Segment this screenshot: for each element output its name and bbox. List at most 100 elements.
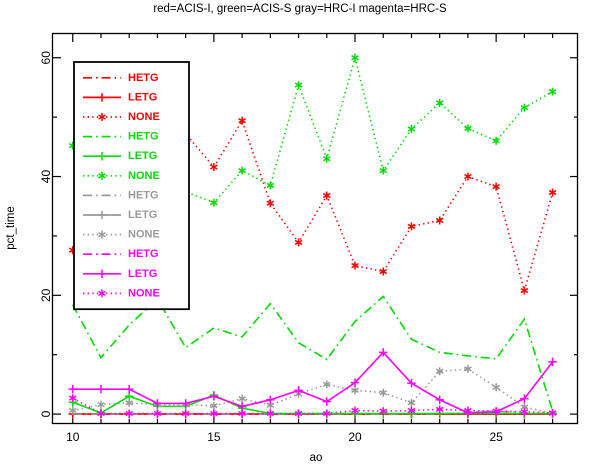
data-point-marker bbox=[322, 154, 331, 163]
data-point-marker bbox=[98, 230, 106, 239]
data-point-marker bbox=[520, 407, 529, 416]
legend-item-letg-10[interactable]: LETG bbox=[83, 268, 157, 280]
data-point-marker bbox=[464, 124, 472, 133]
data-point-marker bbox=[379, 407, 388, 416]
legend-item-hetg-0[interactable]: HETG bbox=[83, 72, 159, 84]
y-tick-label: 0 bbox=[39, 410, 53, 417]
data-point-marker bbox=[153, 409, 162, 418]
data-point-marker bbox=[237, 402, 247, 411]
legend-label: LETG bbox=[128, 150, 157, 162]
data-point-marker bbox=[266, 199, 275, 208]
data-point-marker bbox=[379, 166, 388, 175]
data-point-marker bbox=[294, 409, 303, 418]
legend-item-hetg-9[interactable]: HETG bbox=[83, 248, 159, 260]
data-point-marker bbox=[520, 103, 529, 112]
legend-item-letg-7[interactable]: LETG bbox=[83, 209, 157, 221]
x-tick-label: 20 bbox=[348, 430, 362, 444]
data-point-marker bbox=[520, 394, 529, 403]
data-point-marker bbox=[463, 408, 473, 418]
data-point-marker bbox=[238, 394, 246, 403]
data-point-marker bbox=[98, 289, 106, 298]
data-point-marker bbox=[351, 261, 359, 270]
data-point-marker bbox=[322, 191, 331, 200]
legend-box bbox=[73, 61, 190, 311]
data-point-marker bbox=[435, 395, 444, 405]
data-point-marker bbox=[294, 238, 303, 247]
data-point-marker bbox=[96, 384, 106, 394]
data-point-marker bbox=[407, 398, 416, 407]
series-line bbox=[72, 118, 554, 294]
x-tick-label: 10 bbox=[66, 430, 80, 444]
data-point-marker bbox=[210, 409, 218, 418]
data-point-marker bbox=[379, 267, 388, 276]
data-point-marker bbox=[548, 357, 557, 367]
legend-item-hetg-3[interactable]: HETG bbox=[83, 131, 159, 143]
legend-item-hetg-6[interactable]: HETG bbox=[83, 189, 159, 201]
data-point-marker bbox=[407, 379, 416, 388]
chart-title: red=ACIS-I, green=ACIS-S gray=HRC-I mage… bbox=[153, 3, 447, 15]
series-hrc-i-none bbox=[68, 364, 557, 418]
data-point-marker bbox=[407, 406, 416, 415]
legend-item-letg-4[interactable]: LETG bbox=[83, 150, 157, 162]
data-point-marker bbox=[266, 181, 275, 190]
data-point-marker bbox=[98, 113, 106, 121]
data-point-marker bbox=[379, 388, 388, 397]
legend-item-none-8[interactable]: NONE bbox=[83, 229, 160, 241]
data-point-marker bbox=[125, 409, 134, 418]
data-point-marker bbox=[322, 397, 331, 406]
legend-label: HETG bbox=[128, 189, 159, 201]
x-tick-label: 25 bbox=[489, 430, 503, 444]
legend-item-none-5[interactable]: NONE bbox=[83, 170, 160, 182]
series-line bbox=[72, 368, 553, 415]
series-hrc-s-none bbox=[68, 394, 557, 418]
y-tick-label: 40 bbox=[39, 170, 53, 184]
plot-frame bbox=[51, 32, 579, 425]
data-point-marker bbox=[153, 399, 162, 408]
series-hrc-s-letg bbox=[68, 348, 557, 418]
data-point-marker bbox=[238, 409, 246, 418]
data-point-marker bbox=[548, 408, 557, 417]
data-point-marker bbox=[379, 348, 388, 357]
data-point-marker bbox=[97, 210, 107, 220]
legend-label: NONE bbox=[128, 229, 160, 241]
legend-item-letg-1[interactable]: LETG bbox=[83, 91, 157, 103]
data-point-marker bbox=[435, 216, 444, 225]
data-point-marker bbox=[548, 87, 557, 96]
data-point-marker bbox=[238, 116, 246, 125]
data-point-marker bbox=[294, 386, 303, 395]
data-point-marker bbox=[68, 406, 77, 415]
legend-label: HETG bbox=[128, 131, 159, 143]
data-point-marker bbox=[322, 409, 331, 418]
data-point-marker bbox=[125, 384, 134, 394]
legend-item-none-11[interactable]: NONE bbox=[83, 287, 160, 299]
data-point-marker bbox=[491, 407, 501, 416]
data-point-marker bbox=[209, 392, 219, 401]
data-point-marker bbox=[97, 93, 107, 102]
x-axis-label: ao bbox=[310, 452, 323, 464]
data-series-group bbox=[68, 53, 557, 419]
data-point-marker bbox=[210, 198, 218, 207]
data-point-marker bbox=[97, 409, 105, 418]
data-point-marker bbox=[492, 383, 500, 392]
legend-label: NONE bbox=[128, 170, 160, 182]
data-point-marker bbox=[98, 171, 106, 180]
data-point-marker bbox=[351, 386, 359, 395]
data-point-marker bbox=[68, 394, 77, 403]
legend: HETG LETG NONE HETG LETG NONE HETG LETG NONE HETG… bbox=[73, 61, 190, 311]
legend-label: HETG bbox=[128, 248, 159, 260]
data-point-marker bbox=[322, 380, 331, 389]
data-point-marker bbox=[266, 409, 275, 418]
data-point-marker bbox=[548, 188, 557, 197]
series-line bbox=[72, 351, 554, 414]
data-point-marker bbox=[351, 406, 359, 415]
data-point-marker bbox=[97, 269, 107, 278]
data-point-marker bbox=[294, 81, 303, 90]
data-point-marker bbox=[407, 125, 416, 134]
data-point-marker bbox=[464, 172, 472, 181]
y-axis-label: pct_time bbox=[5, 206, 17, 249]
data-point-marker bbox=[492, 136, 500, 145]
data-point-marker bbox=[125, 398, 134, 407]
legend-label: NONE bbox=[128, 111, 160, 123]
legend-item-none-2[interactable]: NONE bbox=[83, 111, 160, 123]
